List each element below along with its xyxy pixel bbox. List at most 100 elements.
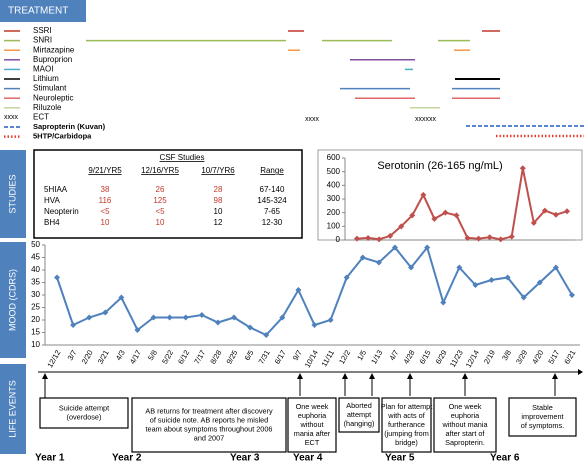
x-tick-label: 2/20 bbox=[80, 348, 95, 365]
data-point bbox=[231, 314, 238, 321]
data-point bbox=[134, 327, 141, 333]
csf-header: 10/7/YR6 bbox=[201, 166, 235, 175]
legend-label: SNRI bbox=[33, 36, 52, 45]
csf-row-label: 5HIAA bbox=[44, 185, 68, 194]
data-point bbox=[442, 209, 449, 216]
data-point bbox=[530, 219, 537, 226]
event-text: bridge) bbox=[395, 438, 418, 447]
data-line bbox=[356, 168, 568, 241]
event-text: One week bbox=[449, 402, 482, 411]
event-text: AB returns for treatment after discovery bbox=[145, 406, 273, 415]
x-tick-label: 6/12 bbox=[176, 348, 191, 365]
x-tick-label: 3/7 bbox=[66, 348, 79, 362]
data-point bbox=[118, 294, 125, 301]
event-text: without mania bbox=[441, 420, 488, 429]
legend-label: Mirtazapine bbox=[33, 45, 75, 54]
y-tick-label: 10 bbox=[31, 340, 40, 349]
y-tick-label: 0 bbox=[336, 235, 341, 244]
chart-title: Serotonin (26-165 ng/mL) bbox=[377, 160, 502, 172]
data-line bbox=[56, 245, 573, 337]
y-tick-label: 300 bbox=[327, 194, 341, 203]
life-events-tab bbox=[0, 364, 26, 454]
event-box bbox=[131, 397, 287, 453]
ect-mark: xxxxxx bbox=[415, 116, 437, 123]
event-pointer-head bbox=[42, 373, 48, 379]
data-point bbox=[343, 274, 350, 281]
x-tick-label: 12/14 bbox=[464, 348, 481, 369]
treatment-label: TREATMENT bbox=[8, 6, 68, 17]
csf-cell: 12-30 bbox=[262, 218, 283, 227]
data-point bbox=[86, 314, 93, 321]
data-point bbox=[552, 264, 559, 271]
event-pointer-head bbox=[407, 373, 413, 379]
studies-tab bbox=[0, 150, 26, 238]
y-tick-label: 50 bbox=[31, 240, 40, 249]
csf-cell: 98 bbox=[214, 196, 223, 205]
data-point bbox=[166, 314, 173, 321]
event-text: furtherance bbox=[388, 420, 425, 429]
data-point bbox=[564, 208, 570, 215]
data-point bbox=[311, 322, 318, 328]
event-pointer-head bbox=[297, 373, 303, 379]
event-box bbox=[39, 397, 129, 429]
data-point bbox=[359, 254, 366, 261]
x-tick-label: 6/15 bbox=[418, 348, 433, 365]
csf-cell: 7-65 bbox=[264, 207, 281, 216]
mood-tab bbox=[0, 242, 26, 358]
x-tick-label: 1/13 bbox=[369, 348, 384, 365]
x-tick-label: 4/28 bbox=[401, 348, 416, 365]
data-point bbox=[453, 212, 460, 219]
ect-mark: xxxx bbox=[4, 114, 19, 121]
event-text: of symptoms. bbox=[521, 421, 564, 430]
x-tick-label: 6/29 bbox=[434, 348, 449, 365]
data-point bbox=[486, 234, 493, 241]
event-text: ECT bbox=[305, 438, 320, 447]
legend-label: MAOI bbox=[33, 65, 53, 74]
x-tick-label: 9/7 bbox=[291, 348, 304, 362]
event-text: One week bbox=[296, 402, 329, 411]
event-text: improvement bbox=[521, 412, 563, 421]
year-label: Year 5 bbox=[385, 453, 415, 464]
data-point bbox=[504, 274, 511, 281]
event-pointer-head bbox=[369, 373, 375, 379]
data-point bbox=[440, 299, 447, 306]
x-tick-label: 5/8 bbox=[146, 348, 159, 362]
csf-cell: 26 bbox=[156, 185, 165, 194]
x-tick-label: 4/7 bbox=[387, 348, 400, 362]
data-point bbox=[295, 287, 302, 293]
data-point bbox=[279, 314, 286, 321]
legend-label: Lithium bbox=[33, 74, 59, 83]
data-point bbox=[214, 319, 221, 326]
csf-cell: <5 bbox=[155, 207, 165, 216]
data-point bbox=[420, 191, 427, 198]
data-point bbox=[54, 274, 60, 281]
x-tick-label: 2/19 bbox=[482, 348, 497, 365]
event-text: Sapropterin. bbox=[445, 438, 485, 447]
x-tick-label: 3/21 bbox=[96, 348, 111, 365]
data-point bbox=[70, 322, 77, 328]
x-tick-label: 8/28 bbox=[208, 348, 223, 365]
x-tick-label: 12/12 bbox=[45, 348, 62, 369]
event-text: Stable bbox=[532, 403, 553, 412]
data-point bbox=[497, 236, 504, 243]
data-point bbox=[488, 277, 495, 283]
data-point bbox=[198, 312, 205, 318]
event-text: (overdose) bbox=[67, 412, 102, 421]
data-point bbox=[408, 264, 415, 271]
csf-cell: 10 bbox=[101, 218, 110, 227]
legend-label: Buproprion bbox=[33, 55, 72, 64]
data-point bbox=[354, 235, 360, 242]
x-tick-label: 4/17 bbox=[128, 348, 143, 365]
data-point bbox=[375, 259, 382, 266]
legend-label: Stimulant bbox=[33, 84, 67, 93]
event-text: (jumping from bbox=[384, 429, 429, 438]
year-label: Year 4 bbox=[293, 453, 323, 464]
legend-label: 5HTP/Carbidopa bbox=[33, 132, 92, 141]
data-point bbox=[456, 264, 463, 271]
mood-label: MOOD (CDRS) bbox=[7, 269, 17, 331]
event-text: attempt bbox=[347, 410, 371, 419]
data-point bbox=[536, 279, 543, 286]
event-box bbox=[381, 397, 432, 453]
data-point bbox=[464, 234, 471, 241]
